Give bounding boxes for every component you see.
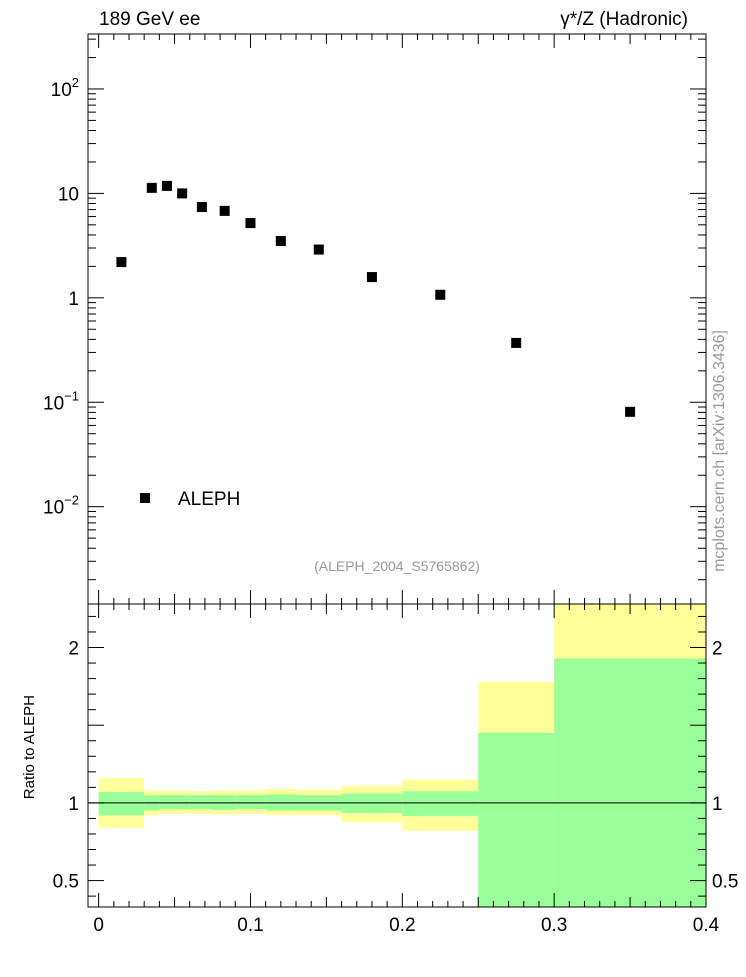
data-point — [146, 182, 157, 193]
ratio-y-tick-label-right: 0.5 — [712, 872, 738, 893]
uncertainty-band-inner — [402, 791, 479, 817]
y-tick-label: 1 — [68, 289, 79, 310]
data-point — [625, 406, 636, 417]
uncertainty-band-inner — [98, 792, 145, 816]
x-tick-label: 0.2 — [389, 915, 415, 936]
ratio-plot-panel: 0.5 0.5 1 1 2 2 0 0.1 0.2 0.3 0.4 — [53, 603, 738, 936]
uncertainty-band-inner — [159, 795, 175, 810]
uncertainty-band-inner — [478, 732, 555, 907]
ratio-y-tick-label-left: 1 — [68, 794, 79, 815]
source-label: (ALEPH_2004_S5765862) — [314, 558, 480, 574]
ratio-plot-frame — [87, 603, 707, 908]
x-tick-label: 0.1 — [237, 915, 263, 936]
ratio-y-tick-label-right: 1 — [712, 794, 723, 815]
data-point — [366, 272, 377, 283]
ratio-y-tick-label-left: 2 — [68, 639, 79, 660]
data-point — [196, 202, 207, 213]
y-tick-label: 10−1 — [43, 388, 79, 414]
x-tick-label: 0.3 — [541, 915, 567, 936]
data-point — [511, 337, 522, 348]
watermark: mcplots.cern.ch [arXiv:1306.3436] — [711, 330, 728, 572]
uncertainty-band-inner — [189, 795, 213, 810]
data-point — [275, 236, 286, 247]
uncertainty-band-inner — [554, 658, 706, 907]
data-point — [219, 205, 230, 216]
main-plot-frame — [87, 33, 707, 605]
uncertainty-band-inner — [235, 795, 266, 810]
left-title: 189 GeV ee — [99, 9, 200, 30]
ratio-axis-label: Ratio to ALEPH — [21, 695, 38, 799]
y-tick-label: 10−2 — [43, 493, 79, 519]
data-point — [116, 257, 127, 268]
data-point — [245, 218, 256, 229]
ratio-y-tick-label-left: 0.5 — [53, 872, 79, 893]
y-tick-label: 10 — [58, 184, 79, 205]
data-point — [177, 188, 188, 199]
x-tick-label: 0 — [93, 915, 104, 936]
right-title: γ*/Z (Hadronic) — [560, 9, 688, 30]
ratio-y-tick-label-right: 2 — [712, 639, 723, 660]
legend-label: ALEPH — [178, 489, 240, 510]
data-point — [313, 244, 324, 255]
legend-marker — [140, 493, 150, 503]
x-tick-label: 0.4 — [693, 915, 720, 936]
main-plot-panel: 10−2 10−1 1 10 102 ALEPH — [43, 33, 707, 605]
y-tick-label: 102 — [51, 75, 79, 101]
data-point — [161, 180, 172, 191]
data-point — [435, 289, 446, 300]
uncertainty-band-inner — [174, 795, 190, 810]
